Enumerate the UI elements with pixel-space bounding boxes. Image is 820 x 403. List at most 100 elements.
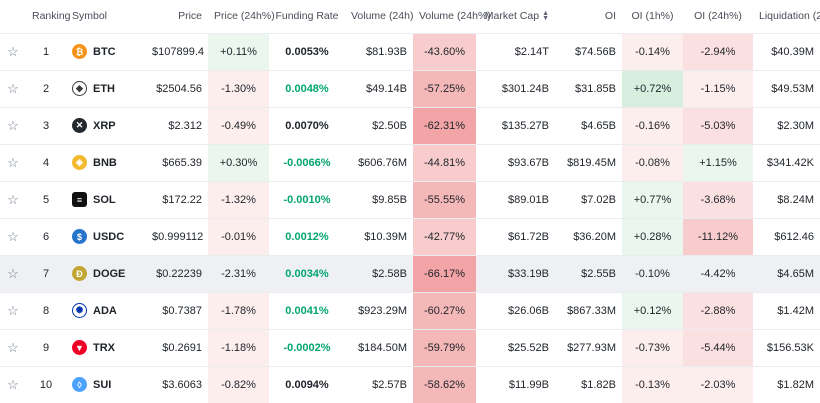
volume-header[interactable]: Volume (24h) xyxy=(351,10,414,23)
symbol-cell[interactable]: ₿ BTC xyxy=(66,33,146,70)
volume-cell: $184.50M xyxy=(358,341,407,354)
star-icon[interactable]: ☆ xyxy=(7,80,19,96)
table-row[interactable]: ☆ 8 ✺ ADA $0.7387 -1.78% 0.0041% $923.29M -60.27… xyxy=(0,292,820,329)
star-icon[interactable]: ☆ xyxy=(7,43,19,59)
favorite-cell: ☆ xyxy=(0,292,26,329)
ranking-header[interactable]: Ranking xyxy=(32,10,71,23)
table-row[interactable]: ☆ 2 ◆ ETH $2504.56 -1.30% 0.0048% $49.14B -57.25… xyxy=(0,70,820,107)
bitcoin-icon: ₿ xyxy=(72,44,87,59)
rank-cell: 2 xyxy=(42,82,50,95)
oi-cell: $4.65B xyxy=(581,119,616,132)
coin-symbol[interactable]: $ USDC xyxy=(72,229,140,244)
favorite-cell: ☆ xyxy=(0,218,26,255)
table-row[interactable]: ☆ 1 ₿ BTC $107899.4 +0.11% 0.0053% $81.93B -43.6… xyxy=(0,33,820,70)
liquidation-header[interactable]: Liquidation (24h) xyxy=(759,10,820,23)
bnb-icon: ◈ xyxy=(72,155,87,170)
sort-icon[interactable]: ▲ ▼ xyxy=(542,10,549,23)
symbol-cell[interactable]: ▼ TRX xyxy=(66,329,146,366)
coin-symbol[interactable]: ✕ XRP xyxy=(72,118,140,133)
ethereum-icon: ◆ xyxy=(72,81,87,96)
oi-24h-header[interactable]: OI (24h%) xyxy=(694,10,742,23)
market-cap-cell: $2.14T xyxy=(514,45,549,58)
coin-symbol[interactable]: ₿ BTC xyxy=(72,44,140,59)
favorite-cell: ☆ xyxy=(0,33,26,70)
coin-symbol[interactable]: ◆ ETH xyxy=(72,81,140,96)
star-icon[interactable]: ☆ xyxy=(7,228,19,244)
star-icon[interactable]: ☆ xyxy=(7,339,19,355)
rank-cell: 3 xyxy=(42,119,50,132)
price-cell: $0.22239 xyxy=(146,255,208,292)
coin-symbol[interactable]: ≡ SOL xyxy=(72,192,140,207)
oi-1h-cell: -0.14% xyxy=(622,33,683,70)
oi-1h-cell: +0.72% xyxy=(622,70,683,107)
symbol-cell[interactable]: ◆ ETH xyxy=(66,70,146,107)
symbol-cell[interactable]: ≡ SOL xyxy=(66,181,146,218)
price-header[interactable]: Price xyxy=(178,10,202,23)
volume-24h-header[interactable]: Volume (24h%) xyxy=(419,10,491,23)
market-cap-cell: $11.99B xyxy=(508,378,549,391)
volume-cell: $9.85B xyxy=(372,193,407,206)
oi-1h-cell: -0.73% xyxy=(622,329,683,366)
oi-24h-cell: -11.12% xyxy=(683,218,753,255)
price-cell: $2.312 xyxy=(168,119,202,132)
price-24h-cell: -2.31% xyxy=(208,255,269,292)
oi-1h-cell: +0.12% xyxy=(622,292,683,329)
funding-rate-cell: -0.0002% xyxy=(283,341,331,354)
symbol-cell[interactable]: ◈ BNB xyxy=(66,144,146,181)
star-icon[interactable]: ☆ xyxy=(7,265,19,281)
coin-symbol[interactable]: Ð DOGE xyxy=(72,266,140,281)
coin-symbol[interactable]: ◈ BNB xyxy=(72,155,140,170)
funding-rate-cell: 0.0094% xyxy=(285,378,329,391)
symbol-cell[interactable]: $ USDC xyxy=(66,218,146,255)
price-24h-cell: -1.30% xyxy=(208,70,269,107)
funding-rate-header[interactable]: Funding Rate xyxy=(275,10,339,23)
oi-1h-header[interactable]: OI (1h%) xyxy=(631,10,674,23)
symbol-cell[interactable]: ✕ XRP xyxy=(66,107,146,144)
coin-symbol[interactable]: ✺ ADA xyxy=(72,303,140,318)
table-row[interactable]: ☆ 10 ◊ SUI $3.6063 -0.82% 0.0094% $2.57B -58.62%… xyxy=(0,366,820,403)
favorite-cell: ☆ xyxy=(0,107,26,144)
liquidation-cell: $2.30M xyxy=(777,119,814,132)
star-icon[interactable]: ☆ xyxy=(7,191,19,207)
table-row[interactable]: ☆ 4 ◈ BNB $665.39 +0.30% -0.0066% $606.76M -44.8… xyxy=(0,144,820,181)
liquidation-cell: $156.53K xyxy=(766,341,814,354)
table-row[interactable]: ☆ 9 ▼ TRX $0.2691 -1.18% -0.0002% $184.50M -59.7… xyxy=(0,329,820,366)
oi-cell: $74.56B xyxy=(575,45,616,58)
coin-symbol[interactable]: ◊ SUI xyxy=(72,377,140,393)
table-row[interactable]: ☆ 7 Ð DOGE $0.22239 -2.31% 0.0034% $2.58B -66.17… xyxy=(0,255,820,292)
oi-header[interactable]: OI xyxy=(604,10,616,23)
symbol-label: BTC xyxy=(93,45,116,58)
symbol-header[interactable]: Symbol xyxy=(72,10,108,23)
price-24h-header[interactable]: Price (24h%) xyxy=(214,10,275,23)
price-cell: $0.2691 xyxy=(162,341,202,354)
favorite-header xyxy=(0,0,26,33)
symbol-cell[interactable]: Ð DOGE xyxy=(66,255,146,292)
market-cap-cell: $93.67B xyxy=(508,156,549,169)
solana-icon: ≡ xyxy=(72,192,87,207)
coin-symbol[interactable]: ▼ TRX xyxy=(72,340,140,355)
market-cap-header[interactable]: Market Cap ▲ ▼ xyxy=(476,0,555,33)
symbol-cell[interactable]: ◊ SUI xyxy=(66,366,146,403)
xrp-icon: ✕ xyxy=(72,118,87,133)
rank-cell: 10 xyxy=(39,378,53,391)
oi-cell: $2.55B xyxy=(555,255,622,292)
volume-cell: $2.58B xyxy=(345,255,413,292)
liquidation-cell: $1.42M xyxy=(777,304,814,317)
star-icon[interactable]: ☆ xyxy=(7,117,19,133)
table-row[interactable]: ☆ 3 ✕ XRP $2.312 -0.49% 0.0070% $2.50B -62.31% $1… xyxy=(0,107,820,144)
star-icon[interactable]: ☆ xyxy=(7,302,19,318)
rank-cell: 5 xyxy=(42,193,50,206)
star-icon[interactable]: ☆ xyxy=(7,154,19,170)
market-cap-cell: $89.01B xyxy=(508,193,549,206)
market-cap-cell: $301.24B xyxy=(501,82,549,95)
star-icon[interactable]: ☆ xyxy=(7,376,19,392)
symbol-cell[interactable]: ✺ ADA xyxy=(66,292,146,329)
volume-24h-cell: -57.25% xyxy=(413,70,476,107)
volume-cell: $81.93B xyxy=(366,45,407,58)
funding-rate-cell: 0.0012% xyxy=(285,230,329,243)
rank-cell: 4 xyxy=(42,156,50,169)
table-row[interactable]: ☆ 5 ≡ SOL $172.22 -1.32% -0.0010% $9.85B -55.55%… xyxy=(0,181,820,218)
liquidation-cell: $341.42K xyxy=(766,156,814,169)
liquidation-cell: $4.65M xyxy=(753,255,820,292)
table-row[interactable]: ☆ 6 $ USDC $0.999112 -0.01% 0.0012% $10.39M -42.… xyxy=(0,218,820,255)
